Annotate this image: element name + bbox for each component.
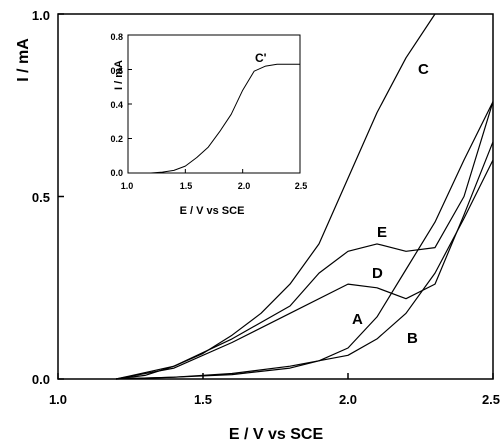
inset-x-tick-label: 1.0 [121, 181, 134, 191]
curve-label-e: E [377, 224, 387, 241]
inset-y-tick-label: 0.6 [110, 66, 123, 76]
inset-curve-label-c-prime: C' [255, 51, 267, 65]
main-y-tick-label: 0.5 [32, 190, 50, 205]
inset-background [96, 28, 306, 220]
inset-y-axis-title: I / mA [113, 60, 125, 90]
main-x-axis-title: E / V vs SCE [229, 426, 324, 443]
main-x-tick-label: 1.5 [194, 392, 212, 407]
curve-label-b: B [407, 330, 418, 347]
inset-x-tick-label: 2.5 [295, 181, 308, 191]
inset-y-tick-label: 0.2 [110, 134, 123, 144]
inset-x-tick-label: 2.0 [238, 181, 251, 191]
inset-series-line-c-prime [128, 63, 300, 174]
inset-y-tick-label: 0.8 [110, 32, 123, 42]
main-y-tick-label: 0.0 [32, 372, 50, 387]
inset-x-axis-title: E / V vs SCE [180, 205, 245, 217]
main-series-line-c [115, 13, 436, 380]
main-y-tick-label: 1.0 [32, 8, 50, 23]
inset-y-tick-label: 0.4 [110, 100, 123, 110]
curve-label-a: A [352, 311, 363, 328]
main-series-line-d [115, 141, 494, 380]
main-x-tick-label: 2.5 [482, 392, 500, 407]
main-series-line-a [115, 101, 494, 380]
inset-y-tick-label: 0.0 [110, 168, 123, 178]
main-x-tick-label: 1.0 [49, 392, 67, 407]
inset-x-tick-label: 1.5 [180, 181, 193, 191]
main-y-axis-title: I / mA [15, 38, 32, 82]
curve-label-c: C [418, 61, 429, 78]
curve-label-d: D [372, 265, 383, 282]
main-x-tick-label: 2.0 [339, 392, 357, 407]
